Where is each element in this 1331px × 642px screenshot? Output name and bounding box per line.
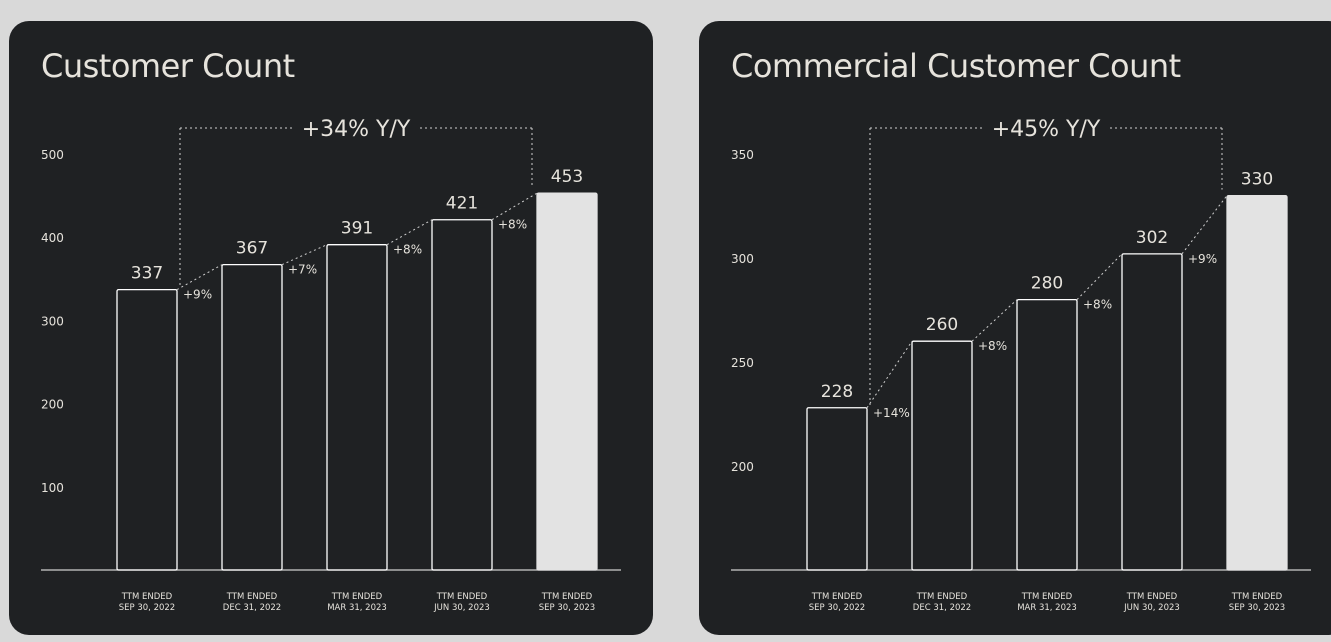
growth-connector [866,340,913,409]
x-tick-label: SEP 30, 2022 [809,603,865,613]
bar [806,407,868,571]
x-tick-label: JUN 30, 2023 [433,603,490,613]
growth-label: +7% [288,263,317,277]
growth-label: +8% [1083,298,1112,312]
bar [1016,298,1078,571]
growth-connector [281,244,328,266]
bar-value-label: 302 [1136,228,1168,248]
x-tick-label: TTM ENDED [226,592,278,602]
yoy-label: +34% Y/Y [302,117,411,142]
growth-label: +8% [978,339,1007,353]
y-tick-label: 100 [41,481,64,495]
y-tick-label: 300 [41,314,64,328]
x-tick-label: TTM ENDED [541,592,593,602]
growth-label: +14% [873,406,910,420]
x-tick-label: SEP 30, 2022 [119,603,175,613]
growth-connector [176,264,223,291]
bar-value-label: 280 [1031,274,1063,294]
growth-connector [1076,253,1123,300]
growth-connector [491,192,538,221]
x-tick-label: MAR 31, 2023 [327,603,387,613]
x-tick-label: DEC 31, 2022 [223,603,281,613]
yoy-label: +45% Y/Y [992,117,1101,142]
bar-value-label: 260 [926,315,958,335]
x-tick-label: TTM ENDED [121,592,173,602]
bar-value-label: 228 [821,382,853,402]
bar-value-label: 330 [1241,170,1273,190]
x-tick-label: DEC 31, 2022 [913,603,971,613]
bar [1226,194,1288,571]
growth-connector [386,219,433,246]
y-tick-label: 500 [41,148,64,162]
bar [116,288,178,571]
x-tick-label: TTM ENDED [916,592,968,602]
growth-label: +8% [393,243,422,257]
bar [221,264,283,571]
bar-value-label: 421 [446,194,478,214]
commercial-customer-count-chart: 200 250 300 350 228 260 280 302 330 +14% +8% +8% +9%… [731,117,1311,613]
bar [536,192,598,571]
x-tick-label: JUN 30, 2023 [1123,603,1180,613]
x-tick-label: TTM ENDED [1126,592,1178,602]
bar [431,219,493,571]
growth-label: +9% [183,288,212,302]
bar-value-label: 453 [551,167,583,187]
y-tick-label: 250 [731,356,754,370]
x-tick-label: TTM ENDED [811,592,863,602]
bar [326,244,388,571]
bar-value-label: 391 [341,219,373,239]
x-tick-label: SEP 30, 2023 [1229,603,1285,613]
growth-connector [971,299,1018,342]
chart-title: Customer Count [41,47,295,85]
bar-value-label: 367 [236,239,268,259]
growth-connector [1181,195,1228,255]
y-tick-label: 350 [731,148,754,162]
y-tick-label: 200 [731,460,754,474]
bar [1121,253,1183,571]
growth-label: +9% [1188,252,1217,266]
x-tick-label: TTM ENDED [1021,592,1073,602]
chart-title: Commercial Customer Count [731,47,1181,85]
customer-count-panel: Customer Count 100 200 300 400 500 337 367 391 4… [9,21,653,635]
bar [911,340,973,571]
x-tick-label: TTM ENDED [436,592,488,602]
x-tick-label: MAR 31, 2023 [1017,603,1077,613]
x-tick-label: SEP 30, 2023 [539,603,595,613]
customer-count-chart: 100 200 300 400 500 337 367 391 421 453 +9% +7% +8% +… [41,117,621,613]
commercial-customer-count-panel: Commercial Customer Count 200 250 300 350 22… [699,21,1331,635]
x-tick-label: TTM ENDED [331,592,383,602]
y-tick-label: 300 [731,252,754,266]
y-tick-label: 400 [41,231,64,245]
x-tick-label: TTM ENDED [1231,592,1283,602]
bar-value-label: 337 [131,264,163,284]
growth-label: +8% [498,218,527,232]
y-tick-label: 200 [41,398,64,412]
